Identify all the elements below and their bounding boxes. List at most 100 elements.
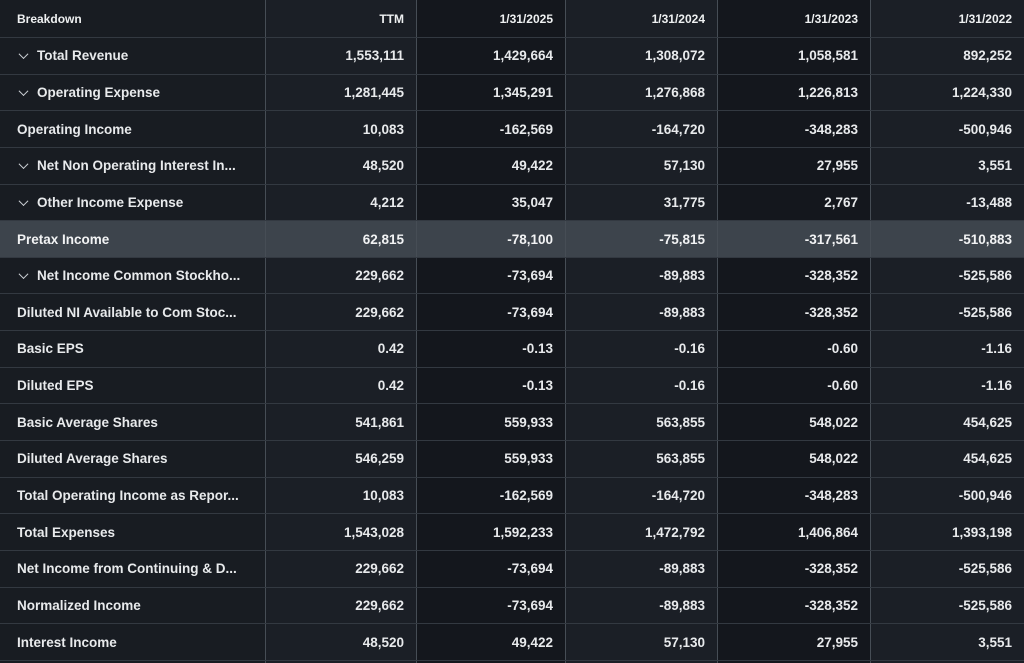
row-label: Diluted EPS	[17, 378, 94, 394]
table-row-normalized-income: Normalized Income 229,662 -73,694 -89,883 -3…	[0, 586, 1024, 624]
value-cell: 1,393,198	[870, 514, 1024, 550]
value-cell: -73,694	[416, 587, 565, 624]
value-cell: -525,586	[870, 257, 1024, 294]
row-label: Diluted NI Available to Com Stoc...	[17, 304, 237, 320]
chevron-down-icon[interactable]	[18, 49, 29, 60]
table-row-pretax-income: Pretax Income 62,815 -78,100 -75,815 -317,56…	[0, 220, 1024, 257]
table-row-other-income-expense[interactable]: Other Income Expense 4,212 35,047 31,775 2,7…	[0, 183, 1024, 221]
value-cell: 541,861	[265, 404, 416, 441]
table-row-operating-expense[interactable]: Operating Expense 1,281,445 1,345,291 1,276…	[0, 73, 1024, 111]
row-label-cell	[0, 660, 265, 663]
row-label-cell: Interest Income	[0, 624, 265, 660]
table-row-diluted-average-shares: Diluted Average Shares 546,259 559,933 563,…	[0, 440, 1024, 477]
value-cell: 892,252	[870, 38, 1024, 74]
value-cell: 1,553,111	[265, 38, 416, 74]
table-row-operating-income: Operating Income 10,083 -162,569 -164,720 -3…	[0, 110, 1024, 147]
row-label: Total Revenue	[37, 48, 129, 64]
chevron-down-icon[interactable]	[18, 196, 29, 206]
value-cell: 1,472,792	[565, 514, 717, 550]
row-label-cell: Net Income from Continuing & D...	[0, 550, 265, 587]
row-label: Other Income Expense	[37, 194, 184, 210]
chevron-down-icon[interactable]	[18, 86, 29, 96]
row-label: Pretax Income	[17, 231, 110, 247]
table-header-row: Breakdown TTM 1/31/2025 1/31/2024 1/31/2…	[0, 0, 1024, 37]
value-cell: -317,561	[717, 221, 870, 257]
row-label: Total Operating Income as Repor...	[17, 488, 239, 503]
row-label-cell[interactable]: Other Income Expense	[0, 184, 265, 221]
value-cell: -525,586	[870, 550, 1024, 587]
value-cell: 1,224,330	[870, 74, 1024, 111]
column-header-period-2024: 1/31/2024	[565, 0, 717, 37]
value-cell: -73,694	[416, 550, 565, 587]
row-label: Normalized Income	[17, 597, 141, 613]
row-label: Diluted Average Shares	[17, 451, 168, 467]
value-cell: -348,283	[717, 477, 870, 514]
column-header-period-2025: 1/31/2025	[416, 0, 565, 37]
row-label-cell: Normalized Income	[0, 587, 265, 624]
value-cell: 0.42	[265, 331, 416, 367]
value-cell: 548,022	[717, 441, 870, 477]
value-cell: -0.60	[717, 331, 870, 367]
value-cell: -89,883	[565, 257, 717, 294]
row-label: Total Expenses	[17, 524, 116, 540]
value-cell: -164,720	[565, 477, 717, 514]
value-cell: 1,345,291	[416, 74, 565, 111]
row-label-cell: Basic EPS	[0, 331, 265, 367]
row-label: Operating Expense	[37, 84, 161, 100]
value-cell	[565, 660, 717, 663]
table-row-basic-average-shares: Basic Average Shares 541,861 559,933 563,85…	[0, 403, 1024, 441]
row-label: Net Income Common Stockho...	[37, 268, 241, 284]
value-cell: -89,883	[565, 294, 717, 331]
table-row-interest-income: Interest Income 48,520 49,422 57,130 27,955 3…	[0, 623, 1024, 660]
value-cell: -510,883	[870, 221, 1024, 257]
value-cell: 548,022	[717, 404, 870, 441]
table-row-net-income-common-stockho[interactable]: Net Income Common Stockho... 229,662 -73,6…	[0, 256, 1024, 294]
chevron-down-icon[interactable]	[18, 269, 29, 280]
row-label: Basic Average Shares	[17, 414, 158, 430]
table-row-total-revenue[interactable]: Total Revenue 1,553,111 1,429,664 1,308,072…	[0, 37, 1024, 74]
value-cell: -89,883	[565, 550, 717, 587]
value-cell: 27,955	[717, 624, 870, 660]
row-label-cell: Pretax Income	[0, 221, 265, 257]
value-cell: 3,551	[870, 147, 1024, 184]
column-header-period-2023: 1/31/2023	[717, 0, 870, 37]
row-label-cell: Total Expenses	[0, 514, 265, 550]
value-cell: -0.13	[416, 367, 565, 404]
row-label-cell: Operating Income	[0, 111, 265, 147]
value-cell: 229,662	[265, 294, 416, 331]
value-cell: -0.16	[565, 367, 717, 404]
row-label-cell[interactable]: Total Revenue	[0, 38, 265, 74]
row-label-cell: Basic Average Shares	[0, 404, 265, 441]
table-row-net-non-operating-interest-in[interactable]: Net Non Operating Interest In... 48,520 49…	[0, 146, 1024, 184]
value-cell: -328,352	[717, 257, 870, 294]
value-cell: 1,592,233	[416, 514, 565, 550]
table-body: Total Revenue 1,553,111 1,429,664 1,308,072…	[0, 37, 1024, 663]
value-cell: 1,406,864	[717, 514, 870, 550]
value-cell: -0.13	[416, 331, 565, 367]
value-cell: -164,720	[565, 111, 717, 147]
value-cell: 454,625	[870, 441, 1024, 477]
value-cell: -89,883	[565, 587, 717, 624]
column-header-ttm: TTM	[265, 0, 416, 37]
value-cell: 4,212	[265, 184, 416, 221]
value-cell: -75,815	[565, 221, 717, 257]
value-cell: 1,308,072	[565, 38, 717, 74]
value-cell: 229,662	[265, 550, 416, 587]
row-label-cell[interactable]: Net Non Operating Interest In...	[0, 147, 265, 184]
value-cell: 559,933	[416, 404, 565, 441]
value-cell: 1,226,813	[717, 74, 870, 111]
value-cell: 546,259	[265, 441, 416, 477]
value-cell: 49,422	[416, 147, 565, 184]
value-cell	[717, 660, 870, 663]
value-cell: 229,662	[265, 587, 416, 624]
row-label-cell[interactable]: Operating Expense	[0, 74, 265, 111]
value-cell: -162,569	[416, 111, 565, 147]
row-label-cell[interactable]: Net Income Common Stockho...	[0, 257, 265, 294]
value-cell	[870, 660, 1024, 663]
value-cell: -0.60	[717, 367, 870, 404]
chevron-down-icon[interactable]	[18, 159, 29, 170]
row-label-cell: Diluted NI Available to Com Stoc...	[0, 294, 265, 331]
value-cell: 48,520	[265, 624, 416, 660]
value-cell: 2,767	[717, 184, 870, 221]
value-cell: -348,283	[717, 111, 870, 147]
